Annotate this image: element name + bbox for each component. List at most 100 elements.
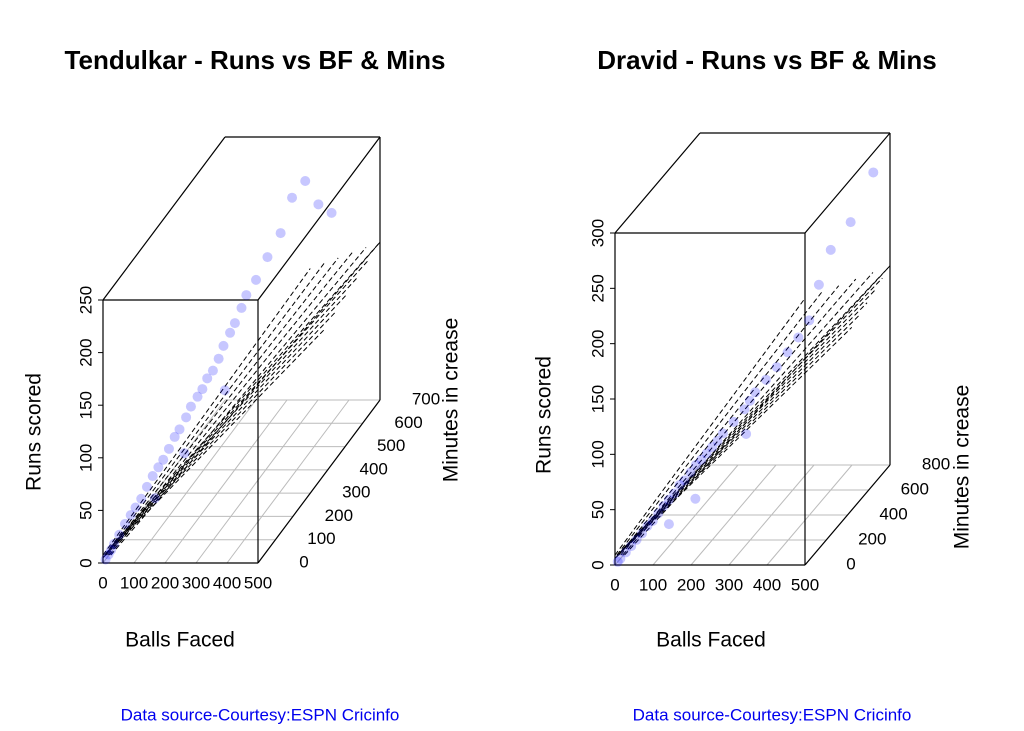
fit-plane — [114, 241, 381, 542]
x-tick-label: 100 — [639, 575, 667, 594]
z-tick-label: 200 — [325, 506, 353, 525]
data-point — [103, 549, 114, 560]
y-tick-label: 150 — [588, 385, 607, 413]
data-point — [241, 290, 252, 301]
data-point — [868, 167, 879, 178]
z-axis-label: Minutes in crease — [951, 385, 974, 550]
data-point — [653, 508, 664, 519]
data-point — [163, 443, 174, 454]
x-tick-label: 500 — [244, 573, 272, 592]
data-point — [615, 553, 626, 564]
data-point — [251, 274, 262, 285]
data-point — [169, 431, 180, 442]
z-tick-label: 600 — [394, 413, 422, 432]
data-point — [707, 442, 718, 453]
fit-plane — [618, 285, 840, 556]
x-tick-label: 0 — [98, 573, 107, 592]
data-point — [845, 217, 856, 228]
data-point — [631, 534, 642, 545]
z-tick-label: 300 — [342, 483, 370, 502]
data-point — [674, 479, 685, 490]
data-point — [669, 488, 680, 499]
y-axis-label: Runs scored — [23, 373, 46, 491]
fit-plane — [109, 276, 359, 549]
x-tick-label: 300 — [182, 573, 210, 592]
x-tick-label: 200 — [151, 573, 179, 592]
data-point — [739, 404, 750, 415]
data-point — [804, 315, 815, 326]
fit-plane — [108, 247, 367, 556]
data-point — [663, 519, 674, 530]
fit-plane — [623, 265, 891, 549]
data-point — [218, 340, 229, 351]
z-tick-label: 400 — [879, 504, 907, 523]
y-tick-label: 150 — [76, 391, 95, 419]
data-point — [181, 412, 192, 423]
data-point — [825, 244, 836, 255]
data-point — [300, 176, 311, 187]
y-tick-label: 250 — [588, 274, 607, 302]
data-point — [741, 428, 752, 439]
y-tick-label: 200 — [588, 329, 607, 357]
x-tick-label: 100 — [120, 573, 148, 592]
data-point — [701, 448, 712, 459]
data-point — [119, 518, 130, 529]
y-tick-label: 300 — [588, 219, 607, 247]
z-tick-label: 100 — [307, 529, 335, 548]
grid-line — [226, 399, 350, 564]
grid-line — [133, 399, 257, 564]
z-tick-label: 400 — [360, 459, 388, 478]
data-point — [185, 401, 196, 412]
data-point — [130, 502, 141, 513]
x-tick-label: 300 — [715, 575, 743, 594]
data-point — [262, 252, 273, 263]
y-tick-label: 50 — [588, 500, 607, 519]
z-tick-label: 500 — [377, 436, 405, 455]
data-point — [192, 391, 203, 402]
y-tick-label: 0 — [76, 558, 95, 567]
data-point — [642, 521, 653, 532]
data-point — [750, 387, 761, 398]
fit-plane — [620, 278, 857, 556]
fit-plane — [107, 252, 353, 556]
data-point — [100, 554, 111, 565]
z-tick-label: 800 — [922, 454, 950, 473]
data-point — [114, 529, 125, 540]
fit-plane — [112, 259, 370, 546]
data-point — [744, 395, 755, 406]
fit-plane — [624, 265, 891, 556]
y-tick-label: 100 — [76, 444, 95, 472]
source-note: Data source-Courtesy:ESPN Cricinfo — [633, 705, 912, 724]
data-point — [658, 501, 669, 512]
data-point — [313, 199, 324, 210]
data-point — [225, 327, 236, 338]
y-tick-label: 0 — [588, 560, 607, 569]
data-point — [229, 318, 240, 329]
fit-plane — [614, 327, 853, 559]
fit-plane — [619, 290, 876, 553]
data-point — [728, 416, 739, 427]
z-tick-label: 0 — [299, 552, 308, 571]
data-point — [158, 454, 169, 465]
x-axis-label: Balls Faced — [656, 629, 766, 652]
data-point — [213, 353, 224, 364]
data-point — [153, 462, 164, 473]
y-tick-label: 250 — [76, 286, 95, 314]
source-note: Data source-Courtesy:ESPN Cricinfo — [121, 705, 400, 724]
data-point — [202, 373, 213, 384]
data-point — [717, 428, 728, 439]
data-point — [761, 374, 772, 385]
data-point — [620, 547, 631, 558]
data-point — [782, 347, 793, 358]
data-point — [197, 384, 208, 395]
box-edge — [102, 136, 226, 301]
data-point — [141, 481, 152, 492]
data-point — [636, 528, 647, 539]
data-point — [149, 493, 160, 504]
data-point — [793, 332, 804, 343]
data-point — [612, 556, 623, 567]
x-tick-label: 500 — [791, 575, 819, 594]
z-tick-label: 700 — [412, 389, 440, 408]
data-point — [679, 475, 690, 486]
